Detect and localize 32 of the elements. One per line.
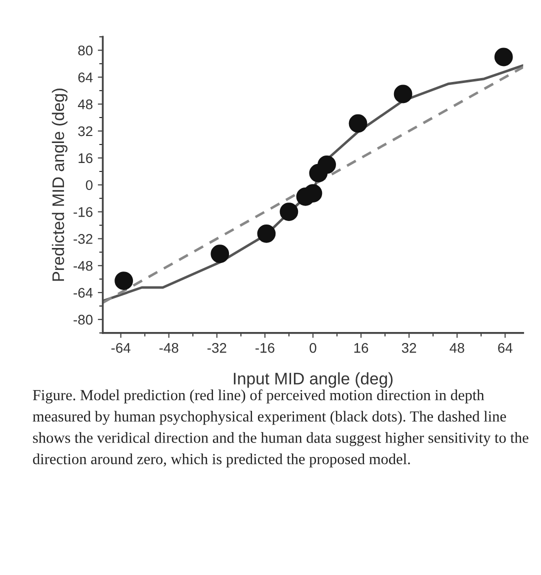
x-tick-label: -64 [111, 343, 130, 353]
point [494, 48, 513, 66]
point [210, 244, 230, 264]
x-tick-label: -48 [159, 343, 178, 353]
y-tick-label: 32 [78, 126, 92, 136]
x-tick-label: -32 [207, 343, 226, 353]
x-tick-label: 48 [450, 343, 464, 353]
x-tick-label: 0 [310, 343, 316, 353]
x-tick-label: 32 [402, 343, 416, 353]
point [114, 272, 134, 290]
text: Figure. Model prediction (red line) of perceived motion direction in depth measured by human psychophysical experiment (black dots). The dashed line shows the veridical direction and the human data suggest higher sensitivity to the direction around zero, which is predicted the proposed model. [32, 389, 528, 468]
x-tick-label: -16 [256, 343, 274, 353]
y-tick-label: -64 [74, 288, 93, 298]
y-tick-label: 16 [78, 153, 92, 164]
x-tick-label: 16 [354, 343, 368, 353]
point [318, 155, 336, 174]
point [304, 184, 322, 202]
x-tick-label: 64 [498, 343, 512, 353]
y-tick-label: -32 [74, 234, 92, 244]
y-tick-label: 0 [86, 180, 93, 190]
y-tick-label: 80 [78, 46, 93, 56]
point [257, 224, 276, 243]
y-tick-label: 48 [78, 99, 92, 110]
y-axis-title: Predicted MID angle (deg) [52, 88, 68, 281]
point [394, 84, 412, 104]
y-tick-label: -80 [74, 314, 93, 325]
point [280, 202, 298, 221]
y-tick-label: -16 [74, 207, 92, 217]
y-tick-label: -48 [74, 260, 92, 271]
point [348, 114, 368, 133]
y-tick-label: 64 [78, 72, 93, 82]
x-axis-title: Input MID angle (deg) [234, 372, 393, 388]
